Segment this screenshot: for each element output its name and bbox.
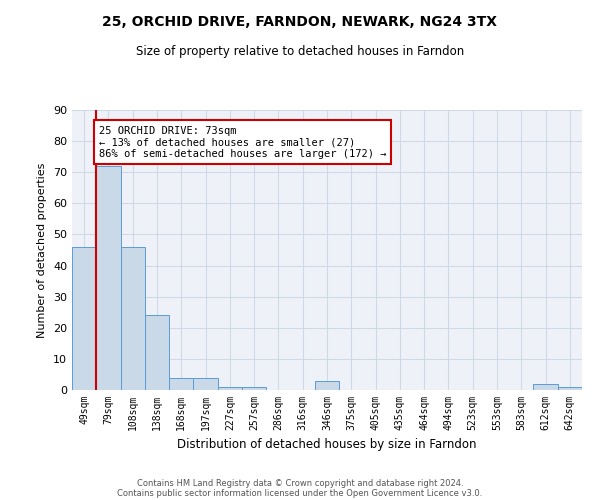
Bar — [242, 387, 266, 390]
Bar — [72, 247, 96, 390]
Bar — [533, 384, 558, 390]
Text: Contains public sector information licensed under the Open Government Licence v3: Contains public sector information licen… — [118, 488, 482, 498]
Bar — [315, 380, 339, 390]
Bar — [558, 387, 582, 390]
Bar — [193, 378, 218, 390]
Bar — [96, 166, 121, 390]
Text: 25 ORCHID DRIVE: 73sqm
← 13% of detached houses are smaller (27)
86% of semi-det: 25 ORCHID DRIVE: 73sqm ← 13% of detached… — [99, 126, 386, 159]
X-axis label: Distribution of detached houses by size in Farndon: Distribution of detached houses by size … — [177, 438, 477, 452]
Bar — [218, 387, 242, 390]
Text: 25, ORCHID DRIVE, FARNDON, NEWARK, NG24 3TX: 25, ORCHID DRIVE, FARNDON, NEWARK, NG24 … — [103, 15, 497, 29]
Bar — [145, 316, 169, 390]
Bar — [121, 247, 145, 390]
Bar — [169, 378, 193, 390]
Y-axis label: Number of detached properties: Number of detached properties — [37, 162, 47, 338]
Text: Contains HM Land Registry data © Crown copyright and database right 2024.: Contains HM Land Registry data © Crown c… — [137, 478, 463, 488]
Text: Size of property relative to detached houses in Farndon: Size of property relative to detached ho… — [136, 45, 464, 58]
